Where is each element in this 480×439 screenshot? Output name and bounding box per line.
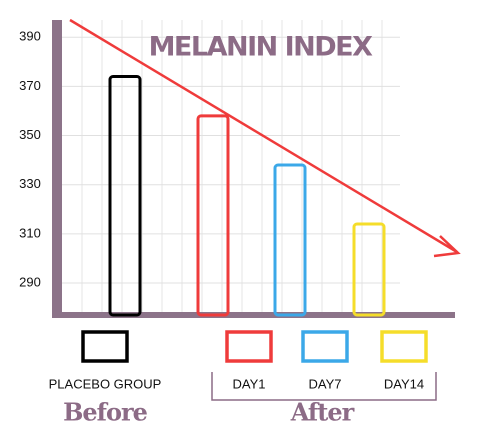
group-label: Before xyxy=(63,398,148,427)
y-tick-label: 390 xyxy=(19,29,41,44)
legend-label: DAY14 xyxy=(384,376,424,391)
group-label: After xyxy=(290,398,355,427)
trend-arrow xyxy=(69,18,458,254)
legend-swatch xyxy=(225,330,273,363)
bar xyxy=(196,114,230,317)
background-grid xyxy=(81,20,383,312)
x-axis-bar xyxy=(52,312,455,318)
legend-swatch xyxy=(301,330,349,363)
y-tick-label: 330 xyxy=(19,176,41,191)
y-tick-label: 350 xyxy=(19,127,41,142)
trend-arrow-head xyxy=(433,235,461,258)
y-tick-label: 370 xyxy=(19,78,41,93)
chart-title: MELANIN INDEX xyxy=(149,32,374,63)
bars xyxy=(108,75,386,317)
legend-label: DAY7 xyxy=(309,376,342,391)
bar xyxy=(273,163,307,317)
after-bracket xyxy=(211,372,437,401)
grid-layer xyxy=(62,36,400,284)
bar xyxy=(352,222,386,317)
bar xyxy=(108,75,142,317)
legend-label: DAY1 xyxy=(233,376,266,391)
legend-swatch xyxy=(81,330,129,363)
legend-swatch xyxy=(380,330,428,363)
y-tick-label: 310 xyxy=(19,225,41,240)
legend-label: PLACEBO GROUP xyxy=(49,376,162,391)
y-tick-label: 290 xyxy=(19,274,41,289)
y-axis-bar xyxy=(52,20,62,318)
